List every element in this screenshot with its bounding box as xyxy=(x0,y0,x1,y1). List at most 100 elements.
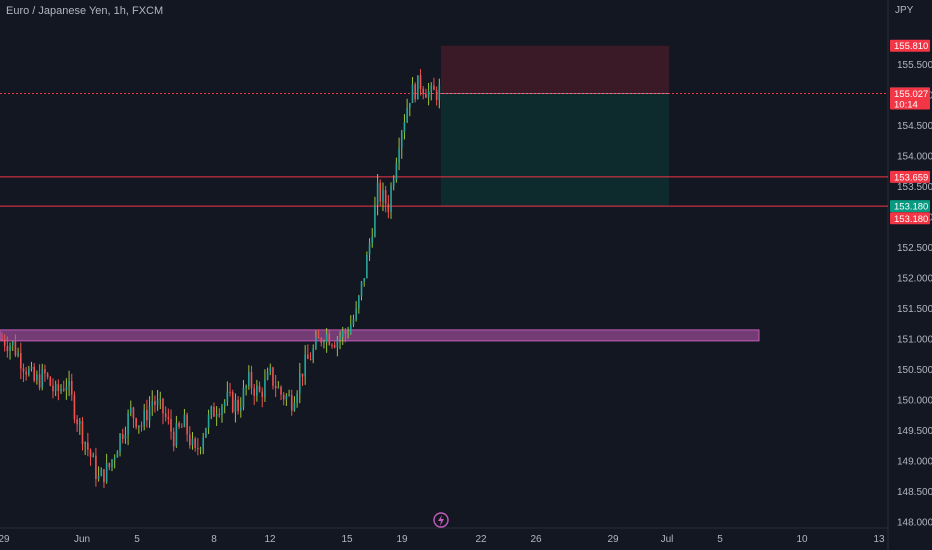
candle-body xyxy=(76,419,78,425)
candle-body xyxy=(248,371,250,387)
candle-body xyxy=(433,85,435,91)
candle-body xyxy=(191,438,194,446)
candle-body xyxy=(3,339,6,347)
candle-body xyxy=(296,393,298,404)
candle-body xyxy=(301,373,304,377)
candle-body xyxy=(392,180,395,187)
candle-body xyxy=(108,463,111,468)
candle-body xyxy=(256,385,258,396)
candle-body xyxy=(30,366,33,369)
price-tick-label: 148.500 xyxy=(897,487,932,498)
candle-body xyxy=(49,376,52,386)
candle-body xyxy=(215,414,218,417)
price-tick-label: 150.000 xyxy=(897,396,932,407)
price-tag-label: 153.180 xyxy=(894,214,928,225)
candle-body xyxy=(100,469,103,476)
candle-body xyxy=(62,388,65,391)
lightning-icon-bolt xyxy=(438,515,444,526)
candle-body xyxy=(237,399,239,411)
candle-body xyxy=(358,296,360,309)
candle-body xyxy=(363,278,365,282)
price-tick-label: 154.500 xyxy=(897,121,932,132)
candle-body xyxy=(218,414,221,416)
candle-body xyxy=(162,398,164,414)
candle-body xyxy=(272,367,274,386)
candle-body xyxy=(68,380,70,387)
candle-body xyxy=(33,366,35,381)
time-tick-label: 5 xyxy=(717,534,723,545)
price-tag-countdown: 10:14 xyxy=(894,99,918,110)
candle-body xyxy=(87,442,89,450)
time-tick-label: Jun xyxy=(74,534,90,545)
time-tick-label: 29 xyxy=(607,534,619,545)
support-zone xyxy=(0,329,760,342)
candle-body xyxy=(148,406,151,421)
candle-body xyxy=(325,333,328,343)
candle-body xyxy=(282,394,285,400)
candle-body xyxy=(111,459,113,468)
candle-body xyxy=(331,344,333,346)
candle-body xyxy=(374,205,376,237)
candle-body xyxy=(17,353,19,356)
candle-body xyxy=(234,399,237,412)
time-tick-label: 5 xyxy=(134,534,140,545)
time-tick-label: 19 xyxy=(396,534,408,545)
candle-body xyxy=(73,394,76,420)
candle-body xyxy=(172,431,175,447)
currency-label: JPY xyxy=(895,5,914,16)
candle-body xyxy=(124,434,127,439)
candle-body xyxy=(57,384,60,391)
candle-body xyxy=(175,423,178,447)
price-tick-label: 150.500 xyxy=(897,365,932,376)
price-tag xyxy=(890,87,930,110)
candle-body xyxy=(84,442,86,445)
candle-body xyxy=(288,395,290,397)
price-tag xyxy=(890,212,930,225)
candle-body xyxy=(277,386,280,389)
time-tick-label: 13 xyxy=(873,534,885,545)
candle-body xyxy=(339,336,341,340)
candle-body xyxy=(105,463,108,483)
candle-body xyxy=(366,254,368,279)
candle-body xyxy=(1,339,3,341)
candle-body xyxy=(180,426,183,428)
candle-body xyxy=(422,88,425,95)
candle-body xyxy=(355,308,357,320)
candle-body xyxy=(336,339,339,348)
candle-body xyxy=(81,420,84,445)
chart-title: Euro / Japanese Yen, 1h, FXCM xyxy=(6,5,164,17)
candle-body xyxy=(210,406,213,415)
candle-body xyxy=(213,406,215,417)
candle-body xyxy=(347,333,349,335)
candle-body xyxy=(197,447,199,450)
candle-body xyxy=(127,413,129,435)
time-tick-label: 26 xyxy=(530,534,542,545)
candle-body xyxy=(121,433,124,439)
candle-body xyxy=(400,132,403,149)
candle-body xyxy=(264,379,266,398)
candle-body xyxy=(202,437,205,449)
candle-body xyxy=(183,414,186,427)
candle-body xyxy=(146,409,148,421)
candle-body xyxy=(425,94,427,98)
candle-body xyxy=(231,392,234,412)
price-tick-label: 154.000 xyxy=(897,152,932,163)
price-tick-label: 149.500 xyxy=(897,426,932,437)
candle-body xyxy=(304,354,306,377)
candle-body xyxy=(97,475,100,480)
candle-body xyxy=(285,395,288,400)
candle-body xyxy=(280,386,282,395)
candle-body xyxy=(379,182,382,202)
candle-body xyxy=(333,345,336,348)
candle-body xyxy=(65,386,68,391)
take-profit-zone xyxy=(441,93,669,207)
candle-body xyxy=(36,374,38,381)
candle-body xyxy=(376,182,379,206)
candle-body xyxy=(159,398,162,401)
candle-body xyxy=(221,406,223,415)
time-tick-label: Jul xyxy=(661,534,674,545)
candle-body xyxy=(89,449,92,458)
candle-body xyxy=(189,434,191,446)
candle-body xyxy=(143,409,145,426)
